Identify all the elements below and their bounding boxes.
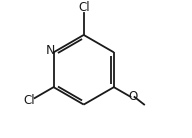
Text: Cl: Cl (78, 1, 89, 14)
Text: N: N (46, 44, 55, 57)
Text: O: O (128, 91, 137, 104)
Text: Cl: Cl (24, 94, 35, 107)
